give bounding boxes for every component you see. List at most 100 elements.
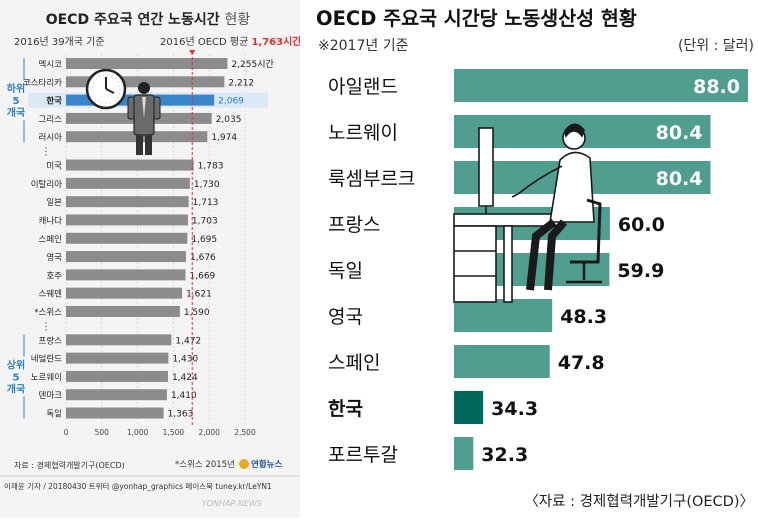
working-hours-panel: OECD 주요국 연간 노동시간 현황 2016년 39개국 기준 2016년 … bbox=[0, 0, 302, 518]
left-category-label: 미국 bbox=[46, 162, 62, 172]
left-value-label: 1,783 bbox=[198, 162, 224, 172]
yonhap-logo: 연합뉴스 bbox=[239, 459, 282, 470]
right-subtitle: ※2017년 기준 bbox=[318, 38, 409, 54]
right-category-label: 스페인 bbox=[328, 352, 380, 374]
left-value-label: 1,703 bbox=[192, 216, 218, 226]
right-category-label: 아일랜드 bbox=[328, 76, 398, 98]
right-label-backdrop bbox=[314, 345, 454, 378]
left-category-label: 그리스 bbox=[39, 115, 63, 125]
right-value-label: 48.3 bbox=[560, 306, 607, 328]
left-value-label: 1,713 bbox=[193, 198, 219, 208]
right-label-backdrop bbox=[314, 391, 454, 424]
left-x-tick-label: 2,000 bbox=[198, 428, 220, 437]
right-label-backdrop bbox=[314, 115, 454, 148]
right-value-label: 88.0 bbox=[693, 76, 740, 98]
right-label-backdrop bbox=[314, 69, 454, 102]
left-bar bbox=[66, 407, 164, 419]
left-value-label: 1,410 bbox=[171, 391, 197, 401]
left-value-label: 2,035 bbox=[216, 115, 242, 125]
right-value-label: 80.4 bbox=[656, 122, 703, 144]
left-bar bbox=[66, 214, 188, 226]
right-category-label: 영국 bbox=[328, 306, 363, 328]
left-value-label: 2,212 bbox=[228, 78, 254, 88]
left-category-label: 한국 bbox=[46, 96, 62, 107]
left-bar bbox=[66, 177, 190, 189]
left-value-label: 1,676 bbox=[190, 253, 216, 263]
left-bar bbox=[66, 352, 169, 364]
left-group-label: 상위 5 개국 bbox=[7, 358, 25, 395]
watermark: YONHAP NEWS bbox=[202, 499, 262, 508]
left-bar bbox=[66, 305, 180, 317]
right-label-backdrop bbox=[314, 253, 454, 286]
left-category-label: 독일 bbox=[46, 410, 62, 420]
left-value-label: 1,430 bbox=[172, 355, 198, 365]
left-x-tick-label: 1,500 bbox=[163, 428, 185, 437]
productivity-chart: OECD 주요국 시간당 노동생산성 현황 ※2017년 기준 (단위 : 달러… bbox=[314, 7, 754, 510]
left-category-label: 코스타리카 bbox=[23, 78, 62, 88]
svg-text:연합뉴스: 연합뉴스 bbox=[251, 459, 282, 470]
left-bar bbox=[66, 370, 168, 382]
left-value-label: 1,730 bbox=[194, 180, 220, 190]
left-credit: 이재윤 기자 / 20180430 트위터 @yonhap_graphics 페… bbox=[4, 481, 272, 491]
right-label-backdrop bbox=[314, 437, 454, 470]
productivity-panel: OECD 주요국 시간당 노동생산성 현황 ※2017년 기준 (단위 : 달러… bbox=[304, 0, 758, 518]
left-value-label: 1,669 bbox=[190, 271, 216, 281]
left-bar bbox=[66, 269, 186, 281]
left-bar bbox=[66, 251, 187, 263]
left-bar bbox=[66, 287, 183, 299]
left-subtitle: 2016년 39개국 기준 bbox=[14, 36, 105, 48]
left-category-label: 캐나다 bbox=[39, 216, 63, 226]
right-label-backdrop bbox=[314, 207, 454, 240]
left-bar bbox=[66, 58, 228, 69]
right-category-label: 노르웨이 bbox=[328, 122, 398, 144]
left-value-label: 1,590 bbox=[184, 308, 210, 318]
left-source: 자료 : 경제협력개발기구(OECD) bbox=[14, 460, 125, 470]
left-x-tick-label: 500 bbox=[95, 428, 110, 437]
left-x-tick-label: 0 bbox=[64, 428, 69, 437]
left-bar bbox=[66, 389, 167, 401]
left-x-axis: 0 500 1,000 1,500 2,000 2,500 bbox=[64, 428, 256, 437]
panel-divider bbox=[300, 0, 304, 518]
left-value-label: 1,424 bbox=[172, 373, 198, 383]
left-ellipsis: ⋮ bbox=[41, 147, 51, 158]
left-category-label: *스위스 bbox=[34, 308, 62, 318]
left-value-label: 1,695 bbox=[191, 235, 217, 245]
avg-marker bbox=[189, 50, 196, 55]
left-title: OECD 주요국 연간 노동시간 현황 bbox=[46, 11, 251, 28]
right-category-label: 독일 bbox=[328, 260, 363, 282]
right-category-label: 포르투갈 bbox=[328, 444, 398, 466]
right-category-label: 룩셈부르크 bbox=[328, 168, 415, 190]
left-category-label: 영국 bbox=[46, 252, 62, 263]
working-hours-chart: OECD 주요국 연간 노동시간 현황 2016년 39개국 기준 2016년 … bbox=[0, 11, 302, 508]
left-value-label: 1,363 bbox=[168, 410, 194, 420]
left-x-tick-label: 1,000 bbox=[127, 428, 149, 437]
left-bar bbox=[66, 196, 189, 208]
right-bars: 아일랜드 88.0 노르웨이 80.4 룩셈부르크 80.4 프랑스 60.0 독일 59.9 영국… bbox=[314, 69, 748, 470]
left-category-label: 멕시코 bbox=[39, 59, 63, 70]
left-value-label: 1,621 bbox=[186, 290, 212, 300]
right-value-label: 34.3 bbox=[491, 398, 538, 420]
right-value-label: 59.9 bbox=[617, 260, 664, 282]
right-source: 〈자료 : 경제협력개발기구(OECD)〉 bbox=[524, 493, 754, 510]
left-category-label: 덴마크 bbox=[39, 391, 63, 401]
right-value-label: 60.0 bbox=[618, 214, 665, 236]
left-value-label: 2,255시간 bbox=[231, 59, 273, 70]
left-bar bbox=[66, 334, 172, 346]
left-category-label: 호주 bbox=[46, 271, 62, 281]
left-category-label: 노르웨이 bbox=[31, 372, 62, 383]
right-category-label: 한국 bbox=[328, 398, 363, 420]
left-bar bbox=[66, 76, 225, 88]
left-bar bbox=[66, 159, 194, 171]
left-category-label: 스웨덴 bbox=[39, 289, 63, 300]
left-category-label: 프랑스 bbox=[39, 335, 63, 346]
left-category-label: 스페인 bbox=[39, 234, 62, 245]
left-category-label: 일본 bbox=[46, 198, 62, 208]
left-value-label: 1,974 bbox=[211, 133, 237, 143]
left-value-label: 1,472 bbox=[175, 336, 201, 346]
clock-and-worker-icon bbox=[85, 68, 161, 155]
right-title: OECD 주요국 시간당 노동생산성 현황 bbox=[316, 7, 637, 30]
office-worker-at-desk-icon bbox=[453, 123, 602, 303]
avg-label: 2016년 OECD 평균 1,763시간 bbox=[160, 35, 300, 48]
left-category-label: 네덜란드 bbox=[31, 354, 62, 365]
